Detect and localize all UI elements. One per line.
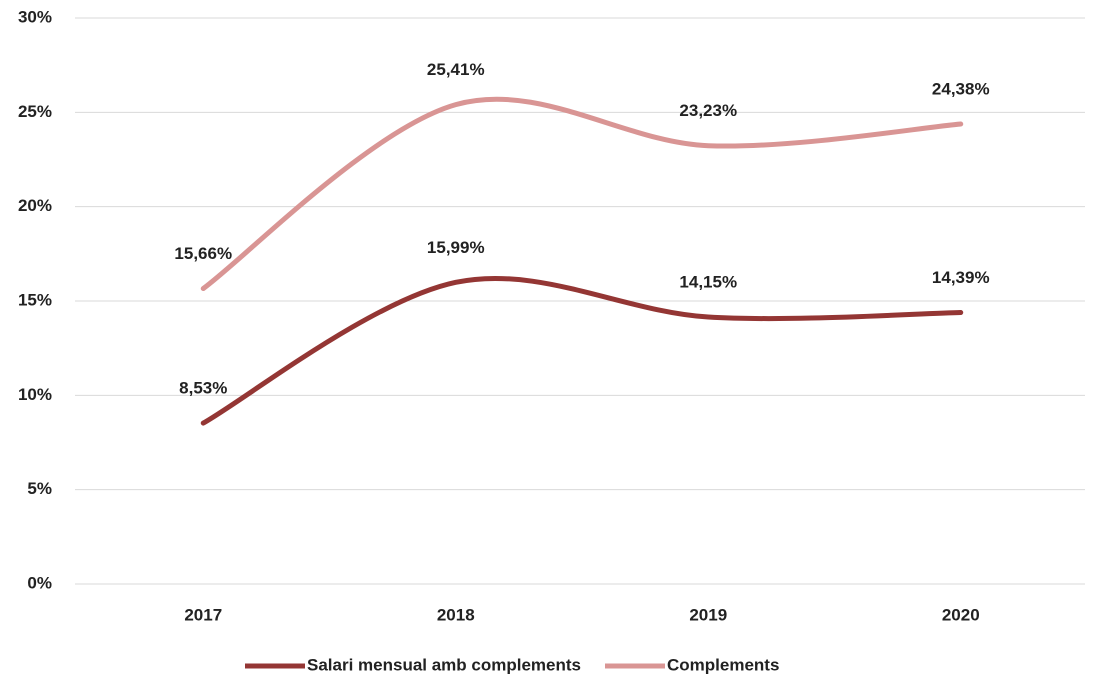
data-label: 14,15% (679, 273, 737, 292)
legend-label: Salari mensual amb complements (307, 655, 581, 674)
y-tick-label: 20% (18, 196, 52, 215)
line (200, 96, 964, 292)
data-label: 24,38% (932, 80, 990, 99)
y-tick-label: 25% (18, 102, 52, 121)
line (200, 275, 964, 426)
data-label: 15,99% (427, 238, 485, 257)
y-tick-label: 15% (18, 290, 52, 309)
y-tick-label: 0% (27, 573, 52, 592)
data-label: 8,53% (179, 379, 227, 398)
x-tick-label: 2017 (184, 605, 222, 624)
y-tick-label: 30% (18, 7, 52, 26)
data-label: 25,41% (427, 60, 485, 79)
y-tick-label: 5% (27, 479, 52, 498)
x-tick-label: 2018 (437, 605, 475, 624)
legend-label: Complements (667, 655, 779, 674)
data-label: 15,66% (174, 244, 232, 263)
data-label: 14,39% (932, 268, 990, 287)
x-tick-label: 2019 (689, 605, 727, 624)
x-tick-label: 2020 (942, 605, 980, 624)
data-label: 23,23% (679, 101, 737, 120)
y-tick-label: 10% (18, 385, 52, 404)
